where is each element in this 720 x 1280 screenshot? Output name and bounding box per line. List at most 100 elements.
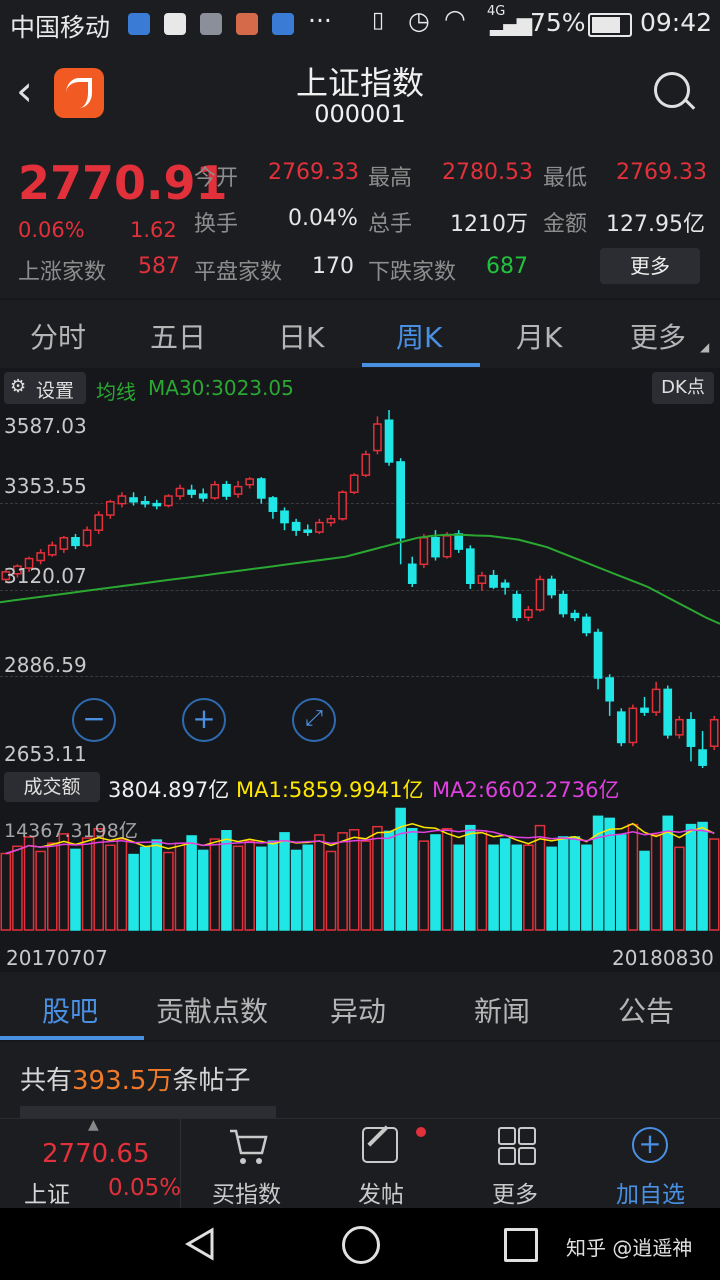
volume-bar <box>476 830 488 931</box>
search-icon[interactable] <box>654 72 696 110</box>
tab-five-day[interactable]: 五日 <box>150 321 207 354</box>
tab-daily-k[interactable]: 日K <box>278 321 325 354</box>
tab-news[interactable]: 新闻 <box>474 995 531 1028</box>
expand-caret-icon: ▲ <box>88 1117 99 1133</box>
end-date: 20180830 <box>612 946 714 970</box>
zoom-in-button[interactable]: + <box>182 698 226 742</box>
candle-body <box>338 491 347 520</box>
candle-body <box>1 571 11 581</box>
nav-back-icon[interactable] <box>182 1226 218 1262</box>
volume-bar <box>12 845 23 931</box>
candle-body <box>384 419 394 463</box>
volume-bar <box>383 830 395 931</box>
candle-body <box>396 461 405 539</box>
nav-home-icon[interactable] <box>342 1226 380 1264</box>
volume-type-button[interactable]: 成交额 <box>4 772 100 802</box>
up-count-label: 上涨家数 <box>18 260 107 285</box>
candle-body <box>233 485 243 495</box>
candle-body <box>152 502 162 507</box>
volume-bar <box>314 834 325 931</box>
candle-body <box>326 518 336 524</box>
change-value: 1.62 <box>130 218 177 242</box>
ticker-pct: 0.05% <box>108 1175 182 1201</box>
post-button[interactable]: 发帖 <box>358 1182 404 1208</box>
battery-percent: 75% <box>530 8 586 37</box>
kline-chart[interactable]: 3587.03 3353.55 3120.07 2886.59 2653.11 … <box>0 408 720 768</box>
volume-bar <box>430 834 441 931</box>
tab-more[interactable]: 更多 <box>630 321 687 354</box>
volume-bar <box>511 844 523 931</box>
app-header: ‹ 上证指数 000001 <box>0 48 720 140</box>
volume-ma2: MA2:6602.2736亿 <box>432 778 620 802</box>
volume-bar <box>267 840 279 931</box>
nav-recents-icon[interactable] <box>504 1228 538 1262</box>
vibrate-icon: ▯ <box>372 8 385 33</box>
volume-bar <box>534 824 546 931</box>
candle-body <box>105 500 115 516</box>
battery-icon <box>588 13 632 37</box>
app-notification-icon <box>128 13 150 35</box>
fullscreen-button[interactable]: ⤢ <box>292 698 336 742</box>
stock-code: 000001 <box>314 100 406 128</box>
candle-body <box>535 578 545 611</box>
ticker-price[interactable]: 2770.65 <box>42 1139 150 1169</box>
tab-announcements[interactable]: 公告 <box>618 995 675 1028</box>
volume-bar <box>395 807 406 931</box>
grid-more-icon <box>498 1127 536 1165</box>
buy-index-button[interactable]: 买指数 <box>212 1182 281 1208</box>
volume-bar <box>186 835 197 931</box>
open-value: 2769.33 <box>268 160 359 185</box>
candle-body <box>675 718 684 736</box>
volume-bar <box>441 827 453 931</box>
volume-bar <box>360 840 372 931</box>
tab-movers[interactable]: 异动 <box>330 995 387 1028</box>
volume-bar <box>348 829 360 931</box>
low-label: 最低 <box>543 166 588 191</box>
volume-bar <box>116 838 128 931</box>
page-title: 上证指数 <box>295 64 424 102</box>
dk-point-button[interactable]: DK点 <box>652 372 714 404</box>
settings-button[interactable]: ⚙ 设置 <box>4 372 86 404</box>
more-notifications-icon: ··· <box>308 6 332 35</box>
bottom-toolbar: ▲ 2770.65 上证 0.05% 买指数 发帖 更多 + 加自选 <box>0 1117 720 1209</box>
volume-bar <box>569 836 581 931</box>
candle-body <box>651 688 661 713</box>
posts-suffix: 条帖子 <box>172 1066 251 1096</box>
zoom-out-button[interactable]: − <box>72 698 116 742</box>
candle-body <box>407 563 417 584</box>
divider <box>180 1119 181 1209</box>
tab-forum[interactable]: 股吧 <box>42 995 99 1028</box>
tab-contribution[interactable]: 贡献点数 <box>156 995 269 1028</box>
add-watchlist-button[interactable]: 加自选 <box>616 1182 685 1208</box>
period-tabs: 分时 五日 日K 周K 月K 更多 ◢ <box>0 300 720 368</box>
candle-body <box>373 423 382 452</box>
message-icon <box>272 13 294 35</box>
volume-bar <box>174 842 186 931</box>
candle-body <box>524 609 533 619</box>
tab-weekly-k[interactable]: 周K <box>396 321 443 354</box>
clock: 09:42 <box>640 8 713 37</box>
high-label: 最高 <box>368 166 413 191</box>
more-button[interactable]: 更多 <box>492 1182 538 1208</box>
volume-bar <box>70 848 81 931</box>
volume-bar <box>639 850 650 931</box>
volume-bar <box>488 844 499 931</box>
kline-svg <box>0 410 720 768</box>
candle-body <box>698 749 707 766</box>
volume-bar <box>604 817 615 931</box>
candle-body <box>628 707 638 744</box>
tab-monthly-k[interactable]: 月K <box>516 321 563 354</box>
candle-body <box>640 707 649 713</box>
candle-body <box>477 574 487 584</box>
candle-body <box>454 533 464 550</box>
alarm-icon: ◷ <box>408 6 430 35</box>
volume-bar <box>418 840 430 931</box>
back-arrow-icon[interactable]: ‹ <box>16 66 33 115</box>
volume-bar <box>557 836 569 931</box>
candle-body <box>47 544 57 556</box>
candle-body <box>291 521 301 531</box>
volume-bar <box>406 827 418 931</box>
volume-bar <box>23 836 35 931</box>
tab-intraday[interactable]: 分时 <box>30 321 87 354</box>
more-info-button[interactable]: 更多 <box>600 248 700 284</box>
